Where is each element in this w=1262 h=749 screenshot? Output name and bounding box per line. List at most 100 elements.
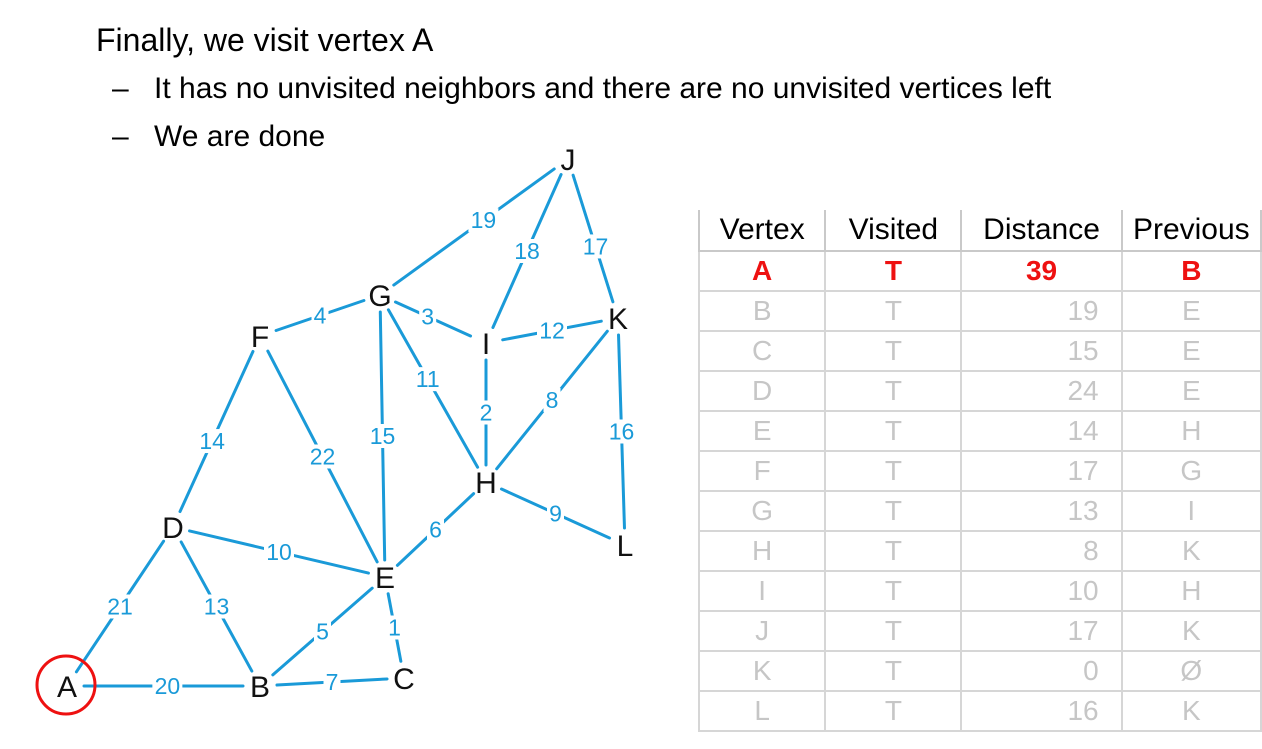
bullet-item: – We are done — [112, 119, 325, 155]
cell-visited: T — [824, 650, 963, 692]
vertex-background — [604, 304, 632, 332]
table-row: I T 10 H — [697, 570, 1262, 612]
vertex-c: C — [393, 663, 415, 696]
vertex-f: F — [251, 321, 269, 354]
cell-visited: T — [824, 410, 963, 452]
bullet-dash: – — [112, 120, 129, 153]
vertex-background — [371, 563, 399, 591]
slide-heading: Finally, we visit vertex A — [96, 22, 434, 58]
cell-vertex: L — [697, 690, 827, 732]
edge-weight-label: 11 — [416, 366, 440, 392]
edge-weight-label: 4 — [314, 303, 327, 329]
edge-weight-background — [547, 501, 564, 526]
cell-distance: 39 — [960, 250, 1123, 292]
cell-visited: T — [824, 690, 963, 732]
cell-previous: E — [1120, 330, 1262, 372]
cell-previous: E — [1120, 290, 1262, 332]
vertex-g: G — [368, 280, 391, 313]
vertex-layer: A B C D E F G H I J K L — [35, 144, 639, 716]
table-row: A T 39 B — [697, 250, 1262, 292]
edge-weight-background — [367, 424, 398, 448]
edge-weight-background — [152, 674, 183, 698]
header-vertex: Vertex — [697, 210, 827, 252]
vertex-k: K — [608, 303, 628, 336]
table-row: E T 14 H — [697, 410, 1262, 452]
cell-distance: 24 — [960, 370, 1123, 412]
table-row: F T 17 G — [697, 450, 1262, 492]
cell-vertex: K — [697, 650, 827, 692]
cell-previous: I — [1120, 490, 1262, 532]
edge-weight-label: 18 — [514, 238, 540, 264]
cell-visited: T — [824, 610, 963, 652]
edge-weight-label: 2 — [480, 400, 493, 426]
edge-weight-background — [412, 367, 443, 392]
bullet-text: We are done — [154, 120, 326, 153]
cell-distance: 17 — [960, 610, 1123, 652]
cell-distance: 15 — [960, 330, 1123, 372]
cell-vertex: B — [697, 290, 827, 332]
edge-weight-background — [468, 208, 499, 233]
vertex-background — [611, 531, 639, 559]
edge-weight-background — [512, 239, 542, 263]
cell-previous: K — [1120, 530, 1262, 572]
cell-distance: 14 — [960, 410, 1123, 452]
current-vertex-highlight-ring — [35, 654, 97, 716]
cell-previous: H — [1120, 570, 1262, 612]
cell-distance: 13 — [960, 490, 1123, 532]
cell-previous: K — [1120, 610, 1262, 652]
edge-weight-background — [323, 670, 341, 694]
vertex-background — [390, 664, 418, 692]
cell-previous: H — [1120, 410, 1262, 452]
header-previous: Previous — [1120, 210, 1262, 252]
edge-weight-background — [201, 594, 232, 619]
edge-layer — [74, 167, 626, 688]
table-row: B T 19 E — [697, 290, 1262, 332]
edge-weight-background — [419, 304, 437, 329]
cell-vertex: D — [697, 370, 827, 412]
edge-weight-label: 14 — [199, 428, 225, 454]
edge-weight-label: 12 — [539, 318, 565, 344]
edge-weight-label: 7 — [326, 669, 339, 695]
vertex-d: D — [162, 512, 184, 545]
edge-weight-background — [543, 388, 561, 412]
cell-vertex: E — [697, 410, 827, 452]
vertex-background — [472, 329, 500, 357]
vertex-background — [246, 322, 274, 350]
table-header-row: Vertex Visited Distance Previous — [697, 210, 1262, 252]
table-row: D T 24 E — [697, 370, 1262, 412]
table-row: J T 17 K — [697, 610, 1262, 652]
vertex-background — [472, 468, 500, 496]
edge-weight-background — [314, 619, 331, 644]
vertex-a: A — [57, 671, 77, 704]
cell-distance: 10 — [960, 570, 1123, 612]
cell-distance: 16 — [960, 690, 1123, 732]
cell-visited: T — [824, 290, 963, 332]
edge-weight-label: 6 — [429, 517, 442, 543]
edge-weight-label: 10 — [266, 539, 292, 565]
cell-previous: B — [1120, 250, 1262, 292]
cell-visited: T — [824, 570, 963, 612]
edge-weight-background — [427, 517, 444, 542]
bullet-item: – It has no unvisited neighbors and there… — [112, 71, 1051, 107]
cell-vertex: G — [697, 490, 827, 532]
cell-visited: T — [824, 330, 963, 372]
edge-weight-background — [477, 400, 495, 425]
edge-weight-label: 5 — [316, 619, 329, 645]
edge-weight-label: 20 — [155, 673, 181, 699]
edge-weight-background — [105, 594, 135, 619]
edge-weight-background — [311, 303, 329, 328]
edge-weight-label: 22 — [310, 444, 336, 470]
header-visited: Visited — [824, 210, 963, 252]
cell-visited: T — [824, 370, 963, 412]
vertex-e: E — [375, 562, 395, 595]
edge-weight-label: 3 — [421, 304, 434, 330]
edge-weight-background — [580, 234, 611, 259]
cell-vertex: A — [697, 250, 827, 292]
vertex-table: Vertex Visited Distance Previous A T 39 B B T… — [697, 210, 1262, 732]
bullet-dash: – — [112, 72, 129, 105]
cell-visited: T — [824, 250, 963, 292]
cell-previous: K — [1120, 690, 1262, 732]
edge-weight-background — [386, 615, 403, 640]
edge-weight-label: 16 — [609, 419, 635, 445]
